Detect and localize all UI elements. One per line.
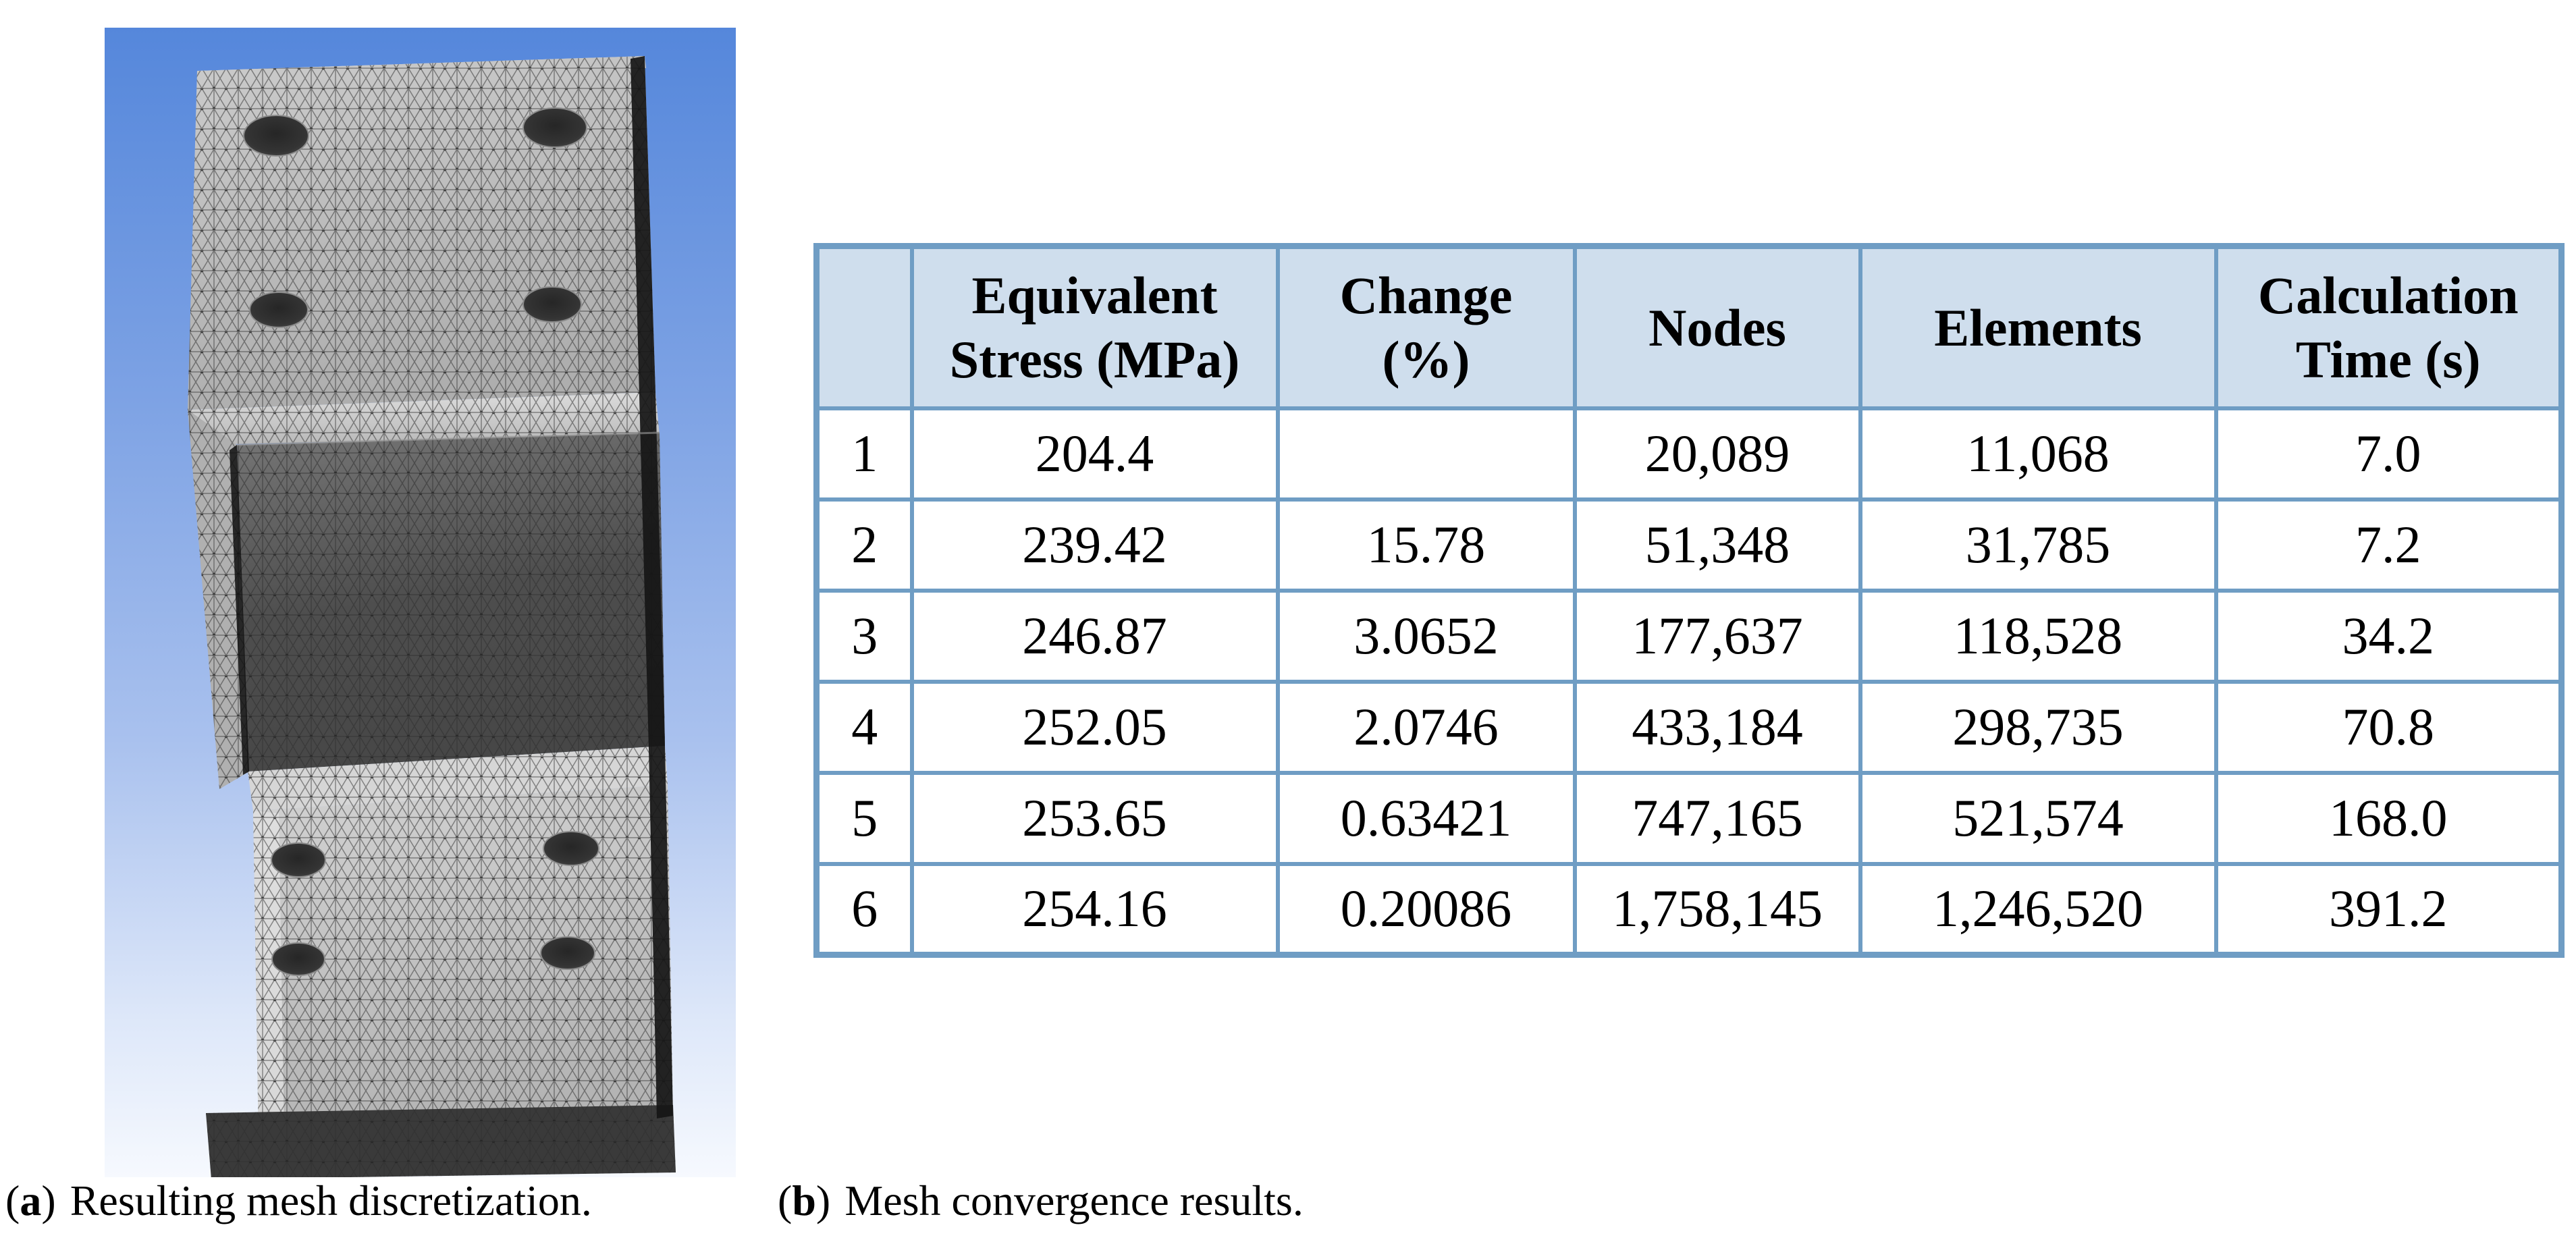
column-header <box>814 244 914 410</box>
table-row: 3 246.87 3.0652 177,637 118,528 34.2 <box>814 588 2564 684</box>
table-cell: 391.2 <box>2213 861 2564 957</box>
table-cell: 3 <box>814 588 914 684</box>
table-cell: 239.42 <box>909 497 1280 593</box>
table-cell: 1,758,145 <box>1572 861 1862 957</box>
table-cell: 118,528 <box>1858 588 2218 684</box>
column-header: Calculation Time (s) <box>2213 244 2564 410</box>
mesh-overlay <box>188 56 676 1177</box>
table-cell: 31,785 <box>1858 497 2218 593</box>
table-row: 2 239.42 15.78 51,348 31,785 7.2 <box>814 497 2564 593</box>
table-cell: 177,637 <box>1572 588 1862 684</box>
caption-a-letter: a <box>20 1177 42 1224</box>
convergence-table: Equivalent Stress (MPa) Change (%) Nodes El… <box>813 243 2565 958</box>
caption-a-open: ( <box>5 1177 20 1224</box>
table-cell: 11,068 <box>1858 406 2218 502</box>
caption-b-open: ( <box>778 1177 793 1224</box>
table-cell: 70.8 <box>2213 679 2564 775</box>
table-header-row: Equivalent Stress (MPa) Change (%) Nodes El… <box>814 244 2564 410</box>
column-header: Equivalent Stress (MPa) <box>909 244 1280 410</box>
left-crease <box>230 445 249 775</box>
table-cell: 4 <box>814 679 914 775</box>
caption-b: (b) Mesh convergence results. <box>778 1176 1304 1226</box>
bolt-hole <box>540 936 595 970</box>
table-cell: 252.05 <box>909 679 1280 775</box>
caption-b-text: Mesh convergence results. <box>844 1177 1304 1224</box>
table-cell: 3.0652 <box>1275 588 1577 684</box>
table-cell: 433,184 <box>1572 679 1862 775</box>
table-cell: 246.87 <box>909 588 1280 684</box>
caption-a: (a) Resulting mesh discretization. <box>5 1176 592 1226</box>
bolt-hole <box>522 286 582 323</box>
table-cell: 1 <box>814 406 914 502</box>
mesh-panel <box>105 28 736 1177</box>
table-cell: 747,165 <box>1572 770 1862 866</box>
table-cell <box>1275 406 1577 502</box>
table-row: 5 253.65 0.63421 747,165 521,574 168.0 <box>814 770 2564 866</box>
table-cell: 168.0 <box>2213 770 2564 866</box>
bolt-hole <box>249 292 308 328</box>
table-cell: 0.20086 <box>1275 861 1577 957</box>
bolt-hole <box>522 107 587 148</box>
column-header: Elements <box>1858 244 2218 410</box>
table-cell: 1,246,520 <box>1858 861 2218 957</box>
table-row: 6 254.16 0.20086 1,758,145 1,246,520 391.2 <box>814 861 2564 957</box>
table-body: 1 204.4 20,089 11,068 7.0 2 239.42 15.78 51,348 3… <box>814 406 2564 957</box>
bolt-hole <box>271 942 325 976</box>
table-cell: 7.2 <box>2213 497 2564 593</box>
bolt-hole <box>271 842 326 878</box>
bolt-hole <box>243 115 309 157</box>
table-cell: 254.16 <box>909 861 1280 957</box>
table-cell: 5 <box>814 770 914 866</box>
table-cell: 0.63421 <box>1275 770 1577 866</box>
column-header: Change (%) <box>1275 244 1577 410</box>
table-cell: 2 <box>814 497 914 593</box>
table-cell: 204.4 <box>909 406 1280 502</box>
table-cell: 51,348 <box>1572 497 1862 593</box>
caption-a-text: Resulting mesh discretization. <box>70 1177 592 1224</box>
table-row: 1 204.4 20,089 11,068 7.0 <box>814 406 2564 502</box>
table-cell: 6 <box>814 861 914 957</box>
block-top-highlight <box>236 431 660 446</box>
column-header: Nodes <box>1572 244 1862 410</box>
table-cell: 253.65 <box>909 770 1280 866</box>
caption-b-close: ) <box>815 1177 831 1224</box>
table-cell: 20,089 <box>1572 406 1862 502</box>
right-shadow-edge <box>630 56 673 1118</box>
table-cell: 15.78 <box>1275 497 1577 593</box>
mesh-figure <box>105 28 736 1177</box>
table-cell: 34.2 <box>2213 588 2564 684</box>
table-cell: 521,574 <box>1858 770 2218 866</box>
caption-b-letter: b <box>792 1177 816 1224</box>
table-cell: 298,735 <box>1858 679 2218 775</box>
table-cell: 2.0746 <box>1275 679 1577 775</box>
bolt-hole <box>543 831 599 866</box>
table-row: 4 252.05 2.0746 433,184 298,735 70.8 <box>814 679 2564 775</box>
table-cell: 7.0 <box>2213 406 2564 502</box>
caption-a-close: ) <box>41 1177 56 1224</box>
